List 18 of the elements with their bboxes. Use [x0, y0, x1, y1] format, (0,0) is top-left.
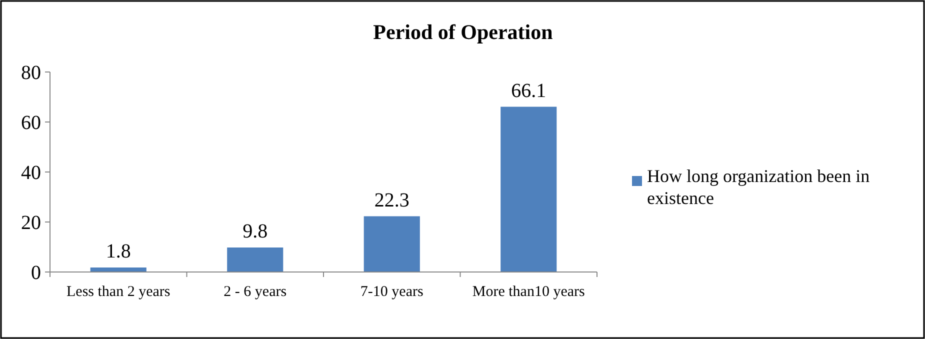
data-label: 9.8 — [242, 220, 268, 242]
data-label: 1.8 — [106, 240, 131, 262]
data-label: 66.1 — [511, 80, 546, 102]
bar — [364, 216, 420, 272]
y-tick-label: 60 — [21, 112, 41, 134]
chart-title: Period of Operation — [373, 20, 554, 44]
y-tick-label: 20 — [21, 212, 41, 234]
x-tick-label: 7-10 years — [360, 284, 424, 300]
legend-label: How long organization been in existence — [647, 166, 870, 208]
data-label: 22.3 — [374, 189, 410, 212]
x-tick-label: Less than 2 years — [66, 284, 170, 300]
y-tick-label: 40 — [21, 162, 41, 184]
x-tick-label: More than10 years — [472, 284, 586, 300]
y-tick-label: 80 — [21, 62, 41, 84]
bar — [500, 106, 557, 272]
bar — [227, 248, 284, 272]
y-tick-label: 0 — [31, 262, 41, 284]
x-tick-label: 2 - 6 years — [224, 284, 287, 300]
